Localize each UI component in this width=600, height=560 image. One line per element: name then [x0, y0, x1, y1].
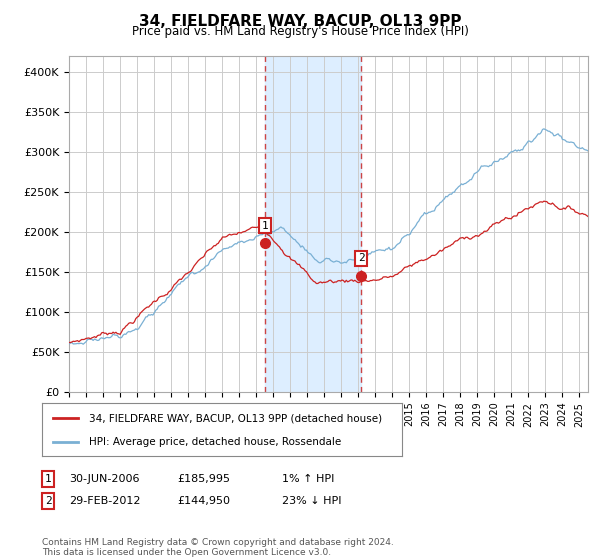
- Text: Contains HM Land Registry data © Crown copyright and database right 2024.
This d: Contains HM Land Registry data © Crown c…: [42, 538, 394, 557]
- Text: 29-FEB-2012: 29-FEB-2012: [69, 496, 140, 506]
- Bar: [265, 56, 361, 392]
- Text: 30-JUN-2006: 30-JUN-2006: [69, 474, 139, 484]
- Text: 2: 2: [44, 496, 52, 506]
- Text: 34, FIELDFARE WAY, BACUP, OL13 9PP: 34, FIELDFARE WAY, BACUP, OL13 9PP: [139, 14, 461, 29]
- Text: 2: 2: [358, 254, 365, 263]
- Text: £185,995: £185,995: [177, 474, 230, 484]
- Text: 1: 1: [44, 474, 52, 484]
- Text: Price paid vs. HM Land Registry's House Price Index (HPI): Price paid vs. HM Land Registry's House …: [131, 25, 469, 38]
- Text: 23% ↓ HPI: 23% ↓ HPI: [282, 496, 341, 506]
- Text: HPI: Average price, detached house, Rossendale: HPI: Average price, detached house, Ross…: [89, 436, 341, 446]
- Text: 34, FIELDFARE WAY, BACUP, OL13 9PP (detached house): 34, FIELDFARE WAY, BACUP, OL13 9PP (deta…: [89, 413, 382, 423]
- Text: 1% ↑ HPI: 1% ↑ HPI: [282, 474, 334, 484]
- Text: 1: 1: [262, 221, 268, 231]
- Text: £144,950: £144,950: [177, 496, 230, 506]
